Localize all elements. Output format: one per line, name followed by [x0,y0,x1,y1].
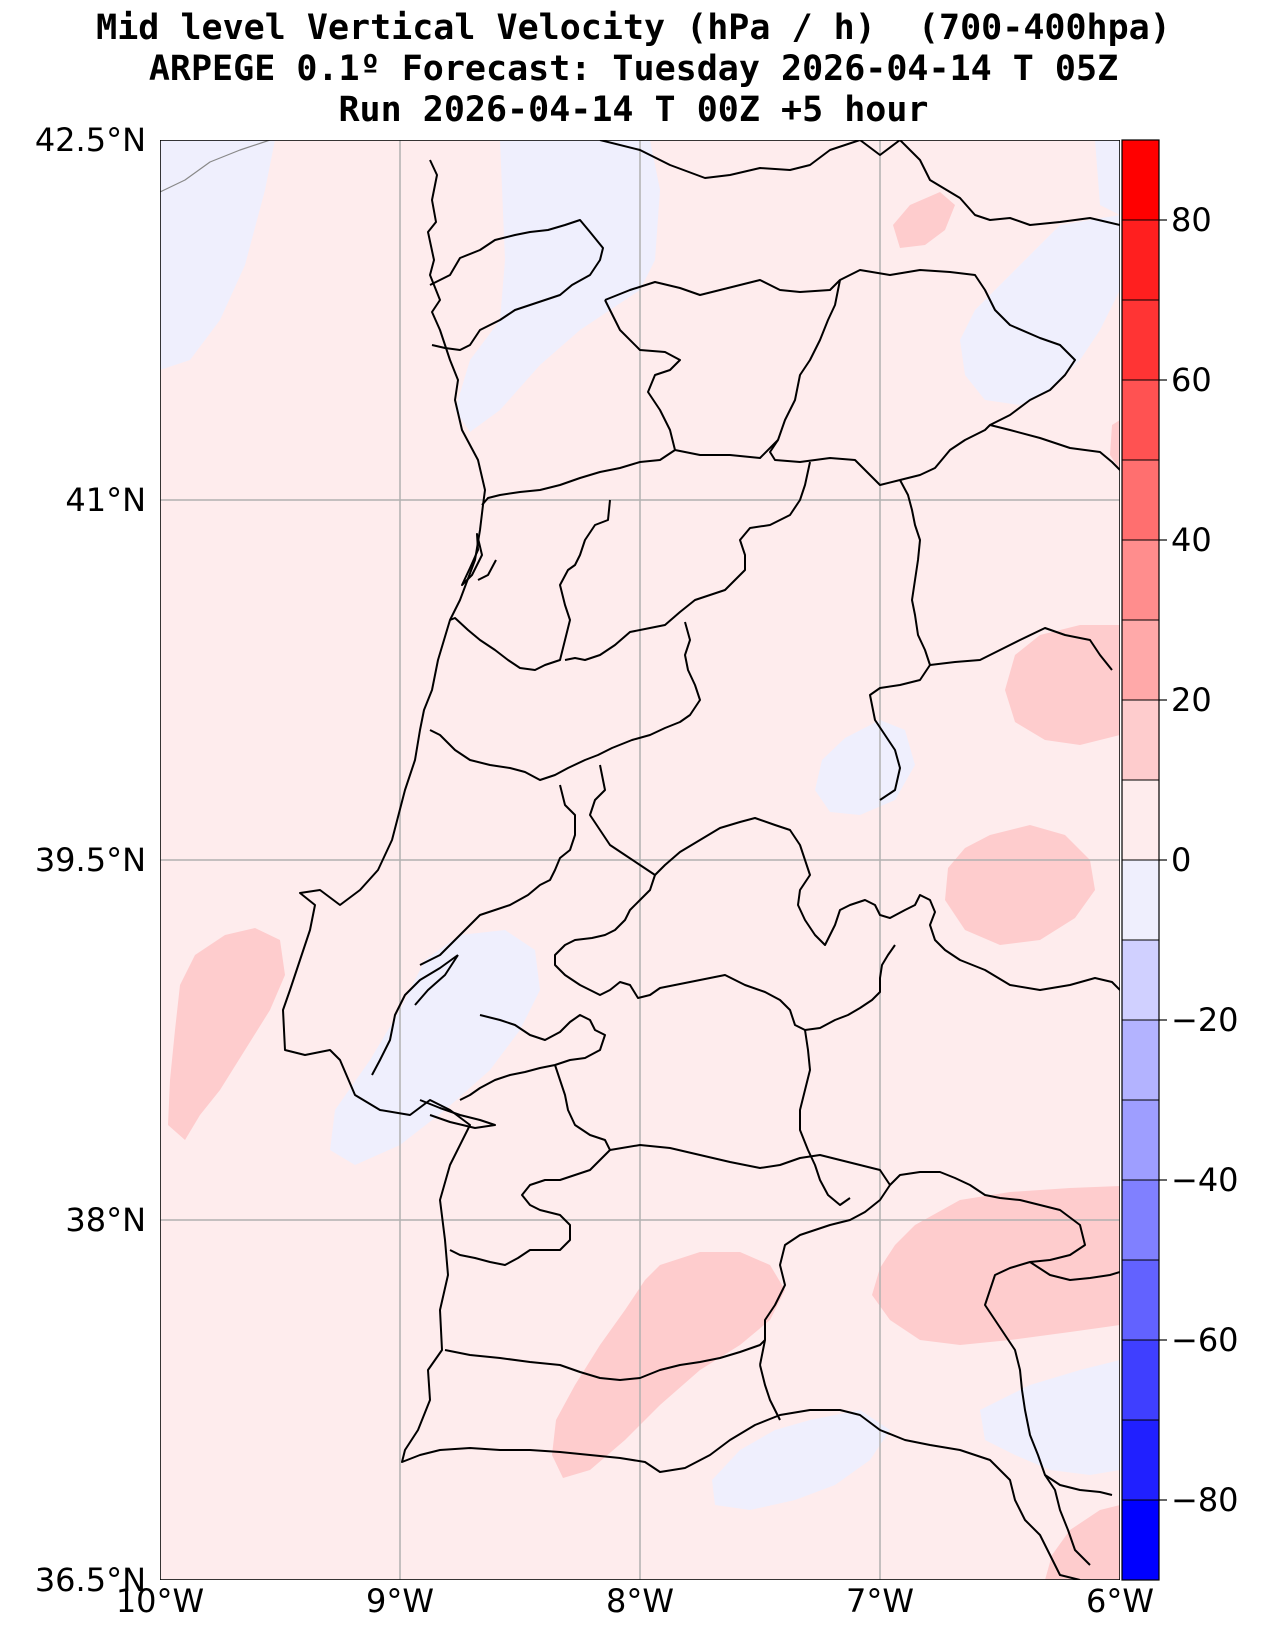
map-gridlines [160,140,1120,1580]
colorbar-segment [1122,860,1159,940]
colorbar-segment [1122,540,1159,620]
tagus-estuary [371,954,459,1076]
colorbar-segment [1122,140,1159,220]
pos-region-east-2 [945,825,1095,945]
lon-tick-label: 7°W [846,1582,914,1620]
district-border-south-5 [889,1171,1113,1496]
colorbar-segment [1122,700,1159,780]
lat-tick-label: 42.5°N [35,121,146,159]
district-border-south-3 [449,1064,611,1266]
colorbar-segment [1122,940,1159,1020]
longitude-tick-labels: 10°W 9°W 8°W 7°W 6°W [116,1582,1154,1620]
lon-tick-label: 10°W [116,1582,204,1620]
colorbar: 80 60 40 20 0 −20 −40 −60 −80 [1121,139,1239,1581]
title-line-3: Run 2026-04-14 T 00Z +5 hour [338,90,929,130]
district-border-central-7 [419,784,576,966]
minho-river-border [429,219,604,351]
district-border-south-4 [609,1144,891,1366]
district-border-central-2 [564,461,811,661]
colorbar-segment [1122,380,1159,460]
district-border-south-6 [444,1339,766,1381]
neg-region-se [980,1360,1120,1475]
neg-region-tagus [330,930,540,1165]
colorbar-segment [1122,1260,1159,1340]
colorbar-tick-label: 20 [1171,681,1212,719]
lat-tick-label: 36.5°N [35,1561,146,1599]
district-border-central-1 [449,499,611,671]
neg-region-nw-ocean [160,140,275,370]
colorbar-segment [1122,1100,1159,1180]
colorbar-tick-label: 60 [1171,361,1212,399]
district-border-central-5 [929,627,1113,671]
pos-region-east-1 [1005,625,1120,745]
district-border-north-3 [769,279,991,486]
district-border-central-3 [869,479,931,801]
district-border-north-2 [481,299,681,506]
portugal-coastline [282,159,1081,1580]
district-border-central-8 [554,874,896,1031]
lat-tick-label: 39.5°N [35,841,146,879]
aveiro-lagoon [461,533,497,586]
district-border-north-4 [674,439,779,459]
lat-tick-label: 41°N [65,481,146,519]
latitude-tick-labels: 36.5°N 38°N 39.5°N 41°N 42.5°N [35,121,146,1599]
colorbar-segment [1122,1420,1159,1500]
district-border-south-2 [799,1029,851,1206]
lon-tick-label: 6°W [1086,1582,1154,1620]
neg-region-nw-edge [1095,140,1120,215]
sado-estuary [419,1099,496,1129]
colorbar-segment [1122,1180,1159,1260]
colorbar-segment [1122,620,1159,700]
coastline-and-borders [160,140,1120,1580]
neg-region-ne [960,215,1120,405]
colorbar-segment [1122,1020,1159,1100]
lon-tick-label: 8°W [606,1582,674,1620]
district-border-central-4 [429,621,701,781]
pos-region-south [552,1252,785,1478]
spain-coast-thin [160,140,271,193]
pos-region-ne-top [893,192,955,248]
colorbar-segment [1122,780,1159,860]
colorbar-tick-label: −80 [1171,1481,1239,1519]
lat-tick-label: 38°N [65,1201,146,1239]
colorbar-tick-label: −20 [1171,1001,1239,1039]
district-border-east-edge [1029,1261,1120,1281]
pos-region-se-large [872,1186,1120,1345]
colorbar-tick-label: 80 [1171,201,1212,239]
title-line-1: Mid level Vertical Velocity (hPa / h) (7… [96,8,1171,48]
figure-title: Mid level Vertical Velocity (hPa / h) (7… [0,8,1267,131]
pos-region-west-ocean [168,928,285,1140]
title-line-2: ARPEGE 0.1º Forecast: Tuesday 2026-04-14… [148,49,1119,89]
district-border-north-1 [604,269,1120,471]
colorbar-segment [1122,460,1159,540]
pos-region-se-corner [1045,1505,1120,1580]
spain-north-border [599,140,1120,226]
neg-region-north-minho [455,140,660,432]
neg-region-algarve [712,1410,890,1510]
colorbar-tick-label: 40 [1171,521,1212,559]
spain-south-coast [1044,1474,1091,1566]
colorbar-tick-label: −60 [1171,1321,1239,1359]
colorbar-segment [1122,1500,1159,1580]
colorbar-segment [1122,1340,1159,1420]
colorbar-tick-label: 0 [1171,841,1191,879]
colorbar-segment [1122,220,1159,300]
positive-velocity-regions [168,192,1120,1580]
district-border-south-7 [759,1364,781,1421]
pos-region-ne-edge [1110,420,1120,470]
negative-velocity-regions [160,140,1120,1510]
district-border-south-1 [459,1014,606,1101]
colorbar-tick-label: −40 [1171,1161,1239,1199]
colorbar-segment [1122,300,1159,380]
lon-tick-label: 9°W [366,1582,434,1620]
